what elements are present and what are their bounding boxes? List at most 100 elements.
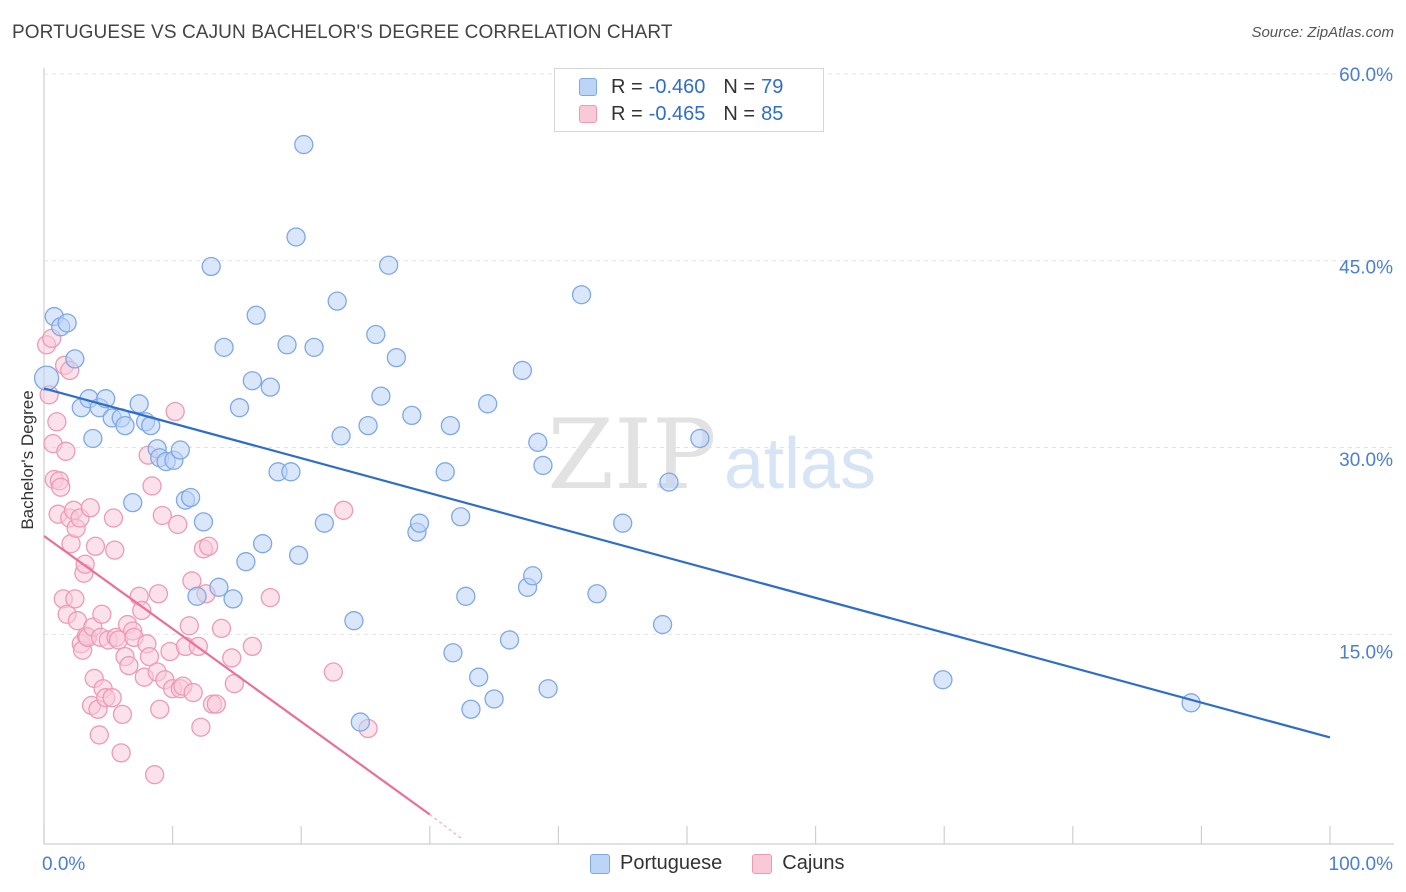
tick-labels: 15.0% 30.0% 45.0% 60.0% 0.0% 100.0% xyxy=(42,65,1393,875)
portuguese-point xyxy=(252,534,273,554)
portuguese-trend-line xyxy=(43,387,1331,739)
portuguese-point xyxy=(571,285,592,305)
cajun-point xyxy=(260,587,280,608)
portuguese-point xyxy=(690,428,710,449)
portuguese-point xyxy=(83,428,103,449)
cajun-point xyxy=(132,600,152,621)
cajun-point xyxy=(144,765,165,785)
portuguese-point xyxy=(260,377,280,397)
legend-row-cajun: R = -0.465 N = 85 xyxy=(579,102,783,126)
cajun-point xyxy=(148,584,169,604)
legend-label-portuguese: Portuguese xyxy=(620,852,723,874)
portuguese-point xyxy=(538,679,558,699)
trend-lines xyxy=(43,387,1331,840)
cajun-point xyxy=(179,616,199,636)
cajun-point xyxy=(191,717,211,737)
portuguese-point xyxy=(533,455,553,476)
legend-item-cajun: Cajuns xyxy=(752,852,845,875)
cajun-point xyxy=(323,662,344,682)
stats-legend: R = -0.460 N = 79 R = -0.465 N = 85 xyxy=(554,68,824,132)
portuguese-point xyxy=(933,670,953,690)
portuguese-point xyxy=(378,255,399,275)
portuguese-point xyxy=(484,689,504,709)
portuguese-point xyxy=(201,256,221,277)
portuguese-point xyxy=(277,335,297,355)
portuguese-point xyxy=(358,415,378,436)
cajun-trend-extension xyxy=(429,814,463,840)
portuguese-point xyxy=(288,545,309,565)
portuguese-point xyxy=(327,291,347,311)
portuguese-r-label: R = xyxy=(611,75,643,98)
cajun-point xyxy=(111,743,131,763)
cajun-point xyxy=(183,682,203,703)
portuguese-point xyxy=(304,337,324,358)
y-tick-label: 15.0% xyxy=(1339,643,1393,664)
portuguese-point xyxy=(33,365,60,391)
portuguese-point xyxy=(443,643,463,663)
portuguese-point xyxy=(402,405,422,426)
cajun-point xyxy=(92,604,112,624)
watermark-atlas: atlas xyxy=(724,424,876,504)
portuguese-point xyxy=(435,462,455,482)
portuguese-n-value: 79 xyxy=(761,75,784,98)
cajun-point xyxy=(165,401,185,422)
portuguese-point xyxy=(469,667,489,687)
cajun-swatch xyxy=(579,105,597,123)
portuguese-point xyxy=(242,371,262,391)
cajun-n-value: 85 xyxy=(761,102,784,125)
cajun-point xyxy=(142,476,162,496)
portuguese-point xyxy=(170,440,190,460)
portuguese-point xyxy=(350,712,371,732)
legend-label-cajun: Cajuns xyxy=(782,852,845,874)
portuguese-point xyxy=(366,324,386,345)
grid-lines xyxy=(44,73,1394,635)
source-label: Source: ZipAtlas.com xyxy=(1251,24,1394,41)
axes xyxy=(43,68,1394,845)
portuguese-point xyxy=(528,432,548,452)
cajun-r-value: -0.465 xyxy=(648,102,706,125)
portuguese-point xyxy=(652,614,673,635)
portuguese-point xyxy=(193,512,214,532)
portuguese-point xyxy=(409,513,430,533)
legend-swatch-cajun xyxy=(752,853,773,874)
cajun-point xyxy=(242,636,262,657)
portuguese-point xyxy=(115,415,135,436)
portuguese-point xyxy=(613,513,633,533)
cajun-point xyxy=(56,441,76,461)
cajun-point xyxy=(198,536,219,556)
cajun-trend-line xyxy=(43,535,431,816)
cajun-point xyxy=(206,694,226,714)
cajun-point xyxy=(168,514,188,535)
portuguese-point xyxy=(286,227,306,247)
portuguese-point xyxy=(478,394,498,414)
cajun-point xyxy=(112,704,133,725)
legend-swatch-portuguese xyxy=(590,853,610,874)
x-tick-label: 0.0% xyxy=(42,854,85,875)
portuguese-point xyxy=(236,552,256,572)
legend-row-portuguese: R = -0.460 N = 79 xyxy=(579,75,783,99)
portuguese-point xyxy=(456,586,476,606)
portuguese-point xyxy=(281,462,301,482)
portuguese-swatch xyxy=(579,78,597,96)
cajun-point xyxy=(150,699,170,719)
legend-item-portuguese: Portuguese xyxy=(590,852,722,875)
portuguese-point xyxy=(246,305,266,325)
x-tick-label: 100.0% xyxy=(1329,854,1394,875)
portuguese-point xyxy=(214,337,234,358)
portuguese-r-value: -0.460 xyxy=(648,75,706,98)
portuguese-point xyxy=(314,513,334,533)
portuguese-point xyxy=(180,487,201,508)
cajun-point xyxy=(152,505,172,526)
watermark-zip: ZIP xyxy=(547,399,716,511)
cajun-point xyxy=(89,725,109,745)
portuguese-point xyxy=(229,398,250,418)
cajun-point xyxy=(47,412,67,432)
portuguese-point xyxy=(331,426,351,446)
portuguese-point xyxy=(129,394,149,414)
portuguese-point xyxy=(123,492,143,513)
portuguese-point xyxy=(523,566,543,586)
portuguese-point xyxy=(223,589,243,609)
portuguese-point xyxy=(386,347,407,368)
portuguese-point xyxy=(187,586,207,606)
cajun-point xyxy=(211,618,232,639)
